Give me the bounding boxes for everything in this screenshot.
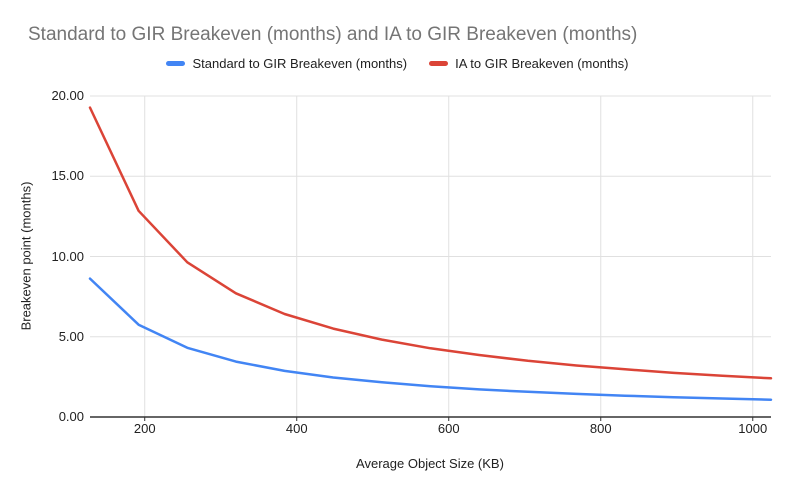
y-tick-label: 20.00	[51, 88, 84, 103]
y-tick-label: 0.00	[58, 409, 84, 424]
legend-swatch	[429, 61, 449, 66]
legend: Standard to GIR Breakeven (months) IA to…	[0, 56, 795, 71]
legend-item-label: Standard to GIR Breakeven (months)	[192, 56, 408, 71]
y-tick-label: 5.00	[58, 328, 84, 344]
x-axis-title: Average Object Size (KB)	[356, 456, 504, 471]
legend-item: Standard to GIR Breakeven (months)	[166, 56, 407, 71]
y-axis-title: Breakeven point (months)	[18, 181, 34, 331]
y-tick-label: 10.00	[51, 248, 84, 264]
x-tick-label: 1000	[738, 421, 768, 436]
x-tick-label: 600	[437, 421, 460, 436]
x-tick-label: 800	[589, 421, 612, 436]
x-tick-label: 200	[133, 421, 156, 436]
chart-title: Standard to GIR Breakeven (months) and I…	[28, 24, 638, 45]
x-tick-label: 400	[285, 421, 308, 436]
legend-swatch	[166, 61, 186, 66]
legend-item: IA to GIR Breakeven (months)	[429, 56, 629, 71]
y-tick-label: 15.00	[51, 168, 84, 184]
legend-item-label: IA to GIR Breakeven (months)	[455, 56, 629, 71]
